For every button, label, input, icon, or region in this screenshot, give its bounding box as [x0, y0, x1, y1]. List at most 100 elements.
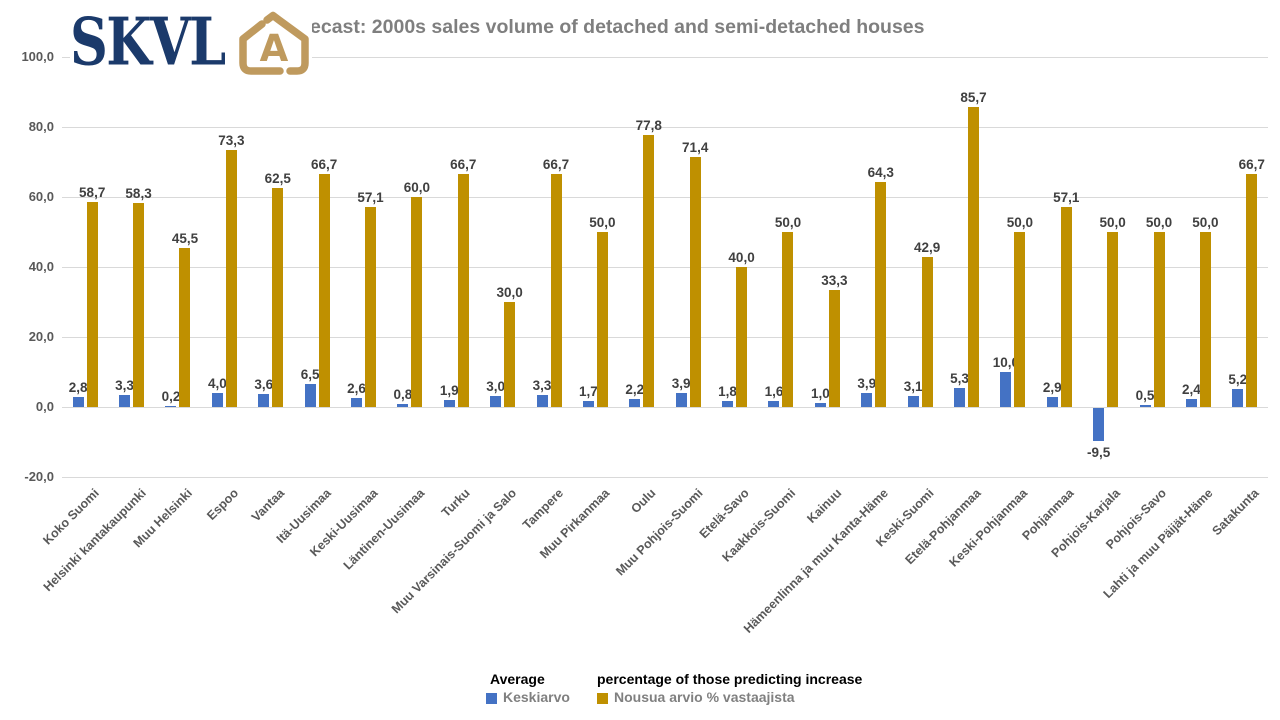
gridline-40 [62, 267, 1268, 268]
bar-value-keskiarvo: 2,2 [625, 382, 645, 397]
bar-nousua [504, 302, 516, 407]
bar-value-nousua: 71,4 [682, 140, 709, 155]
bar-value-nousua: 60,0 [403, 180, 431, 195]
bar-nousua [1153, 232, 1165, 407]
bar-value-nousua: 30,0 [496, 285, 523, 300]
chart-title: ecast: 2000s sales volume of detached an… [310, 16, 925, 38]
bar-keskiarvo [397, 404, 409, 407]
bar-keskiarvo [490, 396, 502, 407]
x-axis-label: Espoo [204, 486, 242, 523]
house-a-icon: A [239, 11, 309, 75]
bar-nousua [968, 107, 979, 407]
y-axis-tick-label: 60,0 [28, 189, 54, 204]
bar-keskiarvo [351, 398, 362, 407]
bar-nousua [457, 174, 469, 407]
gridline-80 [62, 127, 1268, 128]
legend-label-nousua: Nousua arvio % vastaajista [614, 689, 795, 705]
bar-value-keskiarvo: 2,8 [68, 380, 88, 395]
x-axis-label: Vantaa [249, 486, 288, 525]
x-axis-label: Muu Pohjois-Suomi [612, 486, 706, 579]
bar-keskiarvo [1232, 389, 1244, 407]
bar-nousua [736, 267, 748, 407]
bar-value-keskiarvo: 3,0 [486, 379, 506, 394]
bar-value-nousua: 66,7 [310, 157, 338, 172]
bar-value-nousua: 45,5 [171, 231, 199, 246]
legend-label-keskiarvo: Keskiarvo [503, 689, 570, 705]
bar-value-keskiarvo: 3,1 [903, 379, 923, 394]
bar-value-keskiarvo: 5,2 [1228, 372, 1248, 387]
bar-nousua [1107, 232, 1119, 407]
bar-nousua [1246, 174, 1258, 407]
bar-value-nousua: 50,0 [589, 215, 616, 230]
bar-nousua [828, 290, 840, 407]
x-axis-label: Turku [439, 486, 474, 520]
bar-nousua [921, 257, 933, 407]
svg-text:A: A [260, 27, 289, 70]
bar-keskiarvo [1093, 408, 1105, 441]
bar-value-nousua: 57,1 [357, 190, 384, 205]
bar-value-nousua: 50,0 [1006, 215, 1034, 230]
bar-keskiarvo [814, 403, 826, 407]
gridline--20 [62, 477, 1268, 478]
bar-value-keskiarvo: 5,3 [950, 371, 969, 386]
bar-nousua [133, 203, 145, 407]
bar-keskiarvo [165, 406, 177, 407]
bar-value-nousua: 50,0 [1145, 215, 1173, 230]
bar-nousua [411, 197, 423, 407]
bar-keskiarvo [629, 399, 641, 407]
gridline-0 [62, 407, 1268, 408]
bar-value-nousua: 58,3 [125, 186, 152, 201]
bar-value-keskiarvo: 2,9 [1042, 380, 1062, 395]
legend-swatch-keskiarvo [486, 693, 497, 704]
bar-keskiarvo [582, 401, 594, 407]
bar-value-nousua: 50,0 [774, 215, 802, 230]
bar-value-keskiarvo: 1,7 [579, 384, 598, 399]
bar-value-nousua: 66,7 [450, 157, 477, 172]
bar-value-keskiarvo: 2,6 [347, 381, 366, 396]
skvl-logo: SKVL A [70, 8, 312, 78]
bar-value-nousua: 85,7 [960, 90, 987, 105]
bar-nousua [782, 232, 794, 407]
bar-keskiarvo [258, 394, 270, 407]
bar-value-nousua: 66,7 [542, 157, 570, 172]
bar-nousua [179, 248, 191, 407]
x-axis-label: Tampere [519, 486, 566, 533]
x-axis-label: Keski-Pohjanmaa [946, 486, 1030, 570]
bar-value-keskiarvo: 0,2 [161, 389, 181, 404]
bar-value-nousua: 64,3 [867, 165, 894, 180]
bar-value-keskiarvo: 1,8 [718, 384, 737, 399]
bar-keskiarvo [954, 388, 965, 407]
y-axis-tick-label: 40,0 [28, 259, 54, 274]
bar-value-nousua: 40,0 [728, 250, 755, 265]
y-axis-tick-label: 0,0 [35, 399, 54, 414]
bar-value-keskiarvo: 0,8 [393, 387, 413, 402]
bar-value-nousua: 66,7 [1238, 157, 1265, 172]
bar-keskiarvo [72, 397, 84, 407]
bar-nousua [365, 207, 376, 407]
bar-value-nousua: 33,3 [821, 273, 848, 288]
bar-nousua [596, 232, 608, 407]
bar-keskiarvo [119, 395, 131, 407]
bar-value-keskiarvo: 3,3 [115, 378, 134, 393]
x-axis-label: Kainuu [804, 486, 845, 526]
bar-value-keskiarvo: 1,0 [810, 386, 830, 401]
y-axis-tick-label: 20,0 [28, 329, 54, 344]
legend-swatch-nousua [597, 693, 608, 704]
bar-nousua [550, 174, 562, 407]
gridline-100 [62, 57, 1268, 58]
bar-keskiarvo [768, 401, 780, 407]
bar-value-keskiarvo: 4,0 [207, 376, 227, 391]
bar-value-nousua: 42,9 [913, 240, 941, 255]
bar-value-keskiarvo: 10,0 [992, 355, 1020, 370]
y-axis-tick-label: 80,0 [28, 119, 54, 134]
bar-nousua [689, 157, 701, 407]
bar-value-keskiarvo: 3,9 [671, 376, 691, 391]
y-axis-tick-label: 100,0 [21, 49, 54, 64]
bar-value-nousua: 57,1 [1053, 190, 1080, 205]
bar-keskiarvo [211, 393, 223, 407]
bar-nousua [272, 188, 284, 407]
bar-keskiarvo [536, 395, 548, 407]
gridline-20 [62, 337, 1268, 338]
